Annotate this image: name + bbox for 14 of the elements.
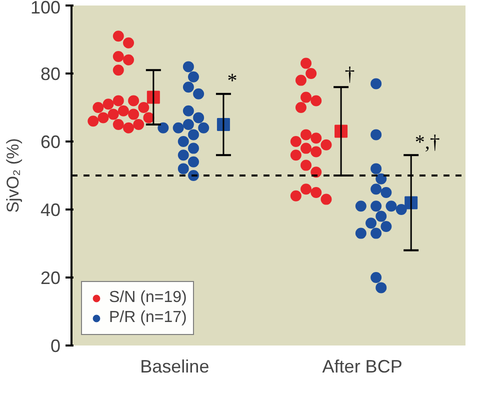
legend-label: P/R (n=17)	[109, 309, 187, 327]
y-tick-label: 0	[50, 336, 61, 356]
y-tick-label: 40	[40, 200, 61, 220]
data-label: *,†	[414, 131, 440, 154]
x-tick-label: Baseline	[140, 356, 210, 376]
y-axis-title: SjvO₂ (%)	[3, 138, 22, 213]
y-tick-label: 100	[30, 0, 61, 18]
data-label: *	[227, 70, 238, 92]
x-tick-label: After BCP	[322, 356, 402, 376]
y-tick-label: 20	[40, 268, 61, 288]
y-tick-label: 80	[40, 64, 61, 84]
legend-label: S/N (n=19)	[109, 289, 187, 307]
y-tick-label: 60	[40, 132, 61, 152]
data-label: †	[344, 63, 355, 86]
